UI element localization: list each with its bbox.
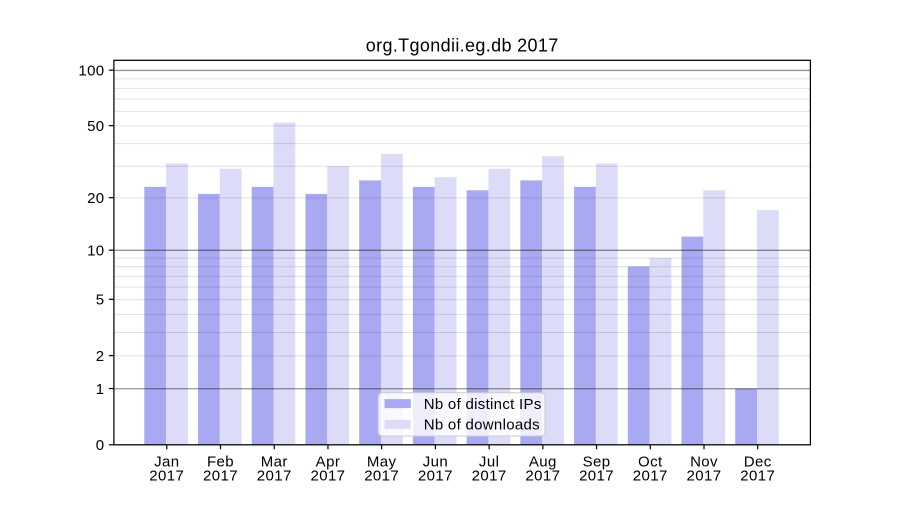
svg-text:5: 5	[96, 292, 105, 309]
svg-text:10: 10	[87, 242, 104, 259]
svg-text:2017: 2017	[525, 468, 560, 485]
svg-text:Sep: Sep	[583, 453, 611, 470]
svg-text:Aug: Aug	[529, 453, 557, 470]
svg-text:May: May	[367, 453, 397, 470]
svg-text:100: 100	[78, 62, 104, 79]
svg-text:2017: 2017	[633, 468, 668, 485]
svg-text:20: 20	[87, 190, 104, 207]
svg-text:2017: 2017	[579, 468, 614, 485]
svg-text:Jul: Jul	[479, 453, 499, 470]
svg-text:Dec: Dec	[744, 453, 772, 470]
svg-text:Apr: Apr	[316, 453, 341, 470]
svg-text:Nb of downloads: Nb of downloads	[424, 417, 540, 434]
svg-text:Nb of distinct IPs: Nb of distinct IPs	[424, 396, 542, 413]
svg-text:2017: 2017	[364, 468, 399, 485]
svg-text:2: 2	[96, 348, 105, 365]
svg-text:Nov: Nov	[690, 453, 718, 470]
svg-text:2017: 2017	[203, 468, 238, 485]
svg-text:1: 1	[96, 381, 105, 398]
svg-text:org.Tgondii.eg.db 2017: org.Tgondii.eg.db 2017	[366, 36, 559, 56]
svg-text:0: 0	[96, 437, 105, 454]
svg-text:2017: 2017	[310, 468, 345, 485]
svg-text:50: 50	[87, 118, 104, 135]
svg-text:2017: 2017	[740, 468, 775, 485]
svg-text:2017: 2017	[418, 468, 453, 485]
svg-text:2017: 2017	[257, 468, 292, 485]
svg-text:Jan: Jan	[154, 453, 179, 470]
svg-text:2017: 2017	[472, 468, 507, 485]
svg-text:Jun: Jun	[423, 453, 448, 470]
svg-text:Oct: Oct	[638, 453, 663, 470]
svg-text:2017: 2017	[149, 468, 184, 485]
svg-text:2017: 2017	[687, 468, 722, 485]
svg-text:Feb: Feb	[207, 453, 234, 470]
svg-text:Mar: Mar	[261, 453, 288, 470]
